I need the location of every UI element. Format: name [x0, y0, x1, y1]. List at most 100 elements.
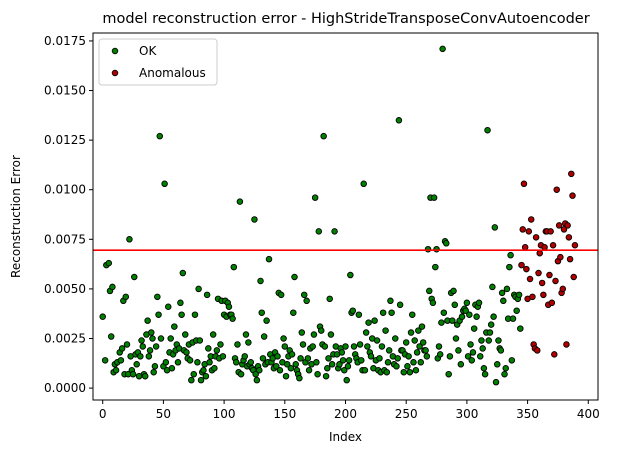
data-point — [326, 295, 333, 303]
data-point — [452, 335, 460, 342]
data-point — [424, 245, 432, 253]
data-point — [417, 359, 425, 366]
data-point — [314, 370, 321, 378]
data-point — [410, 359, 417, 366]
data-point — [237, 370, 245, 378]
data-point — [298, 329, 306, 336]
data-point — [478, 337, 485, 344]
data-point — [497, 347, 505, 354]
data-point — [418, 323, 426, 330]
data-point — [133, 361, 140, 368]
data-point — [299, 341, 307, 348]
data-point — [384, 359, 392, 366]
data-point — [486, 329, 494, 336]
data-point — [438, 319, 445, 326]
data-point — [196, 337, 204, 344]
data-point — [521, 243, 529, 251]
data-point — [379, 309, 387, 316]
data-point — [407, 329, 415, 336]
data-point — [156, 132, 164, 140]
series-anomalous — [518, 170, 579, 358]
data-point — [392, 335, 399, 342]
data-point — [458, 313, 466, 320]
data-point — [413, 349, 421, 356]
data-point — [317, 327, 325, 334]
x-tick-label: 400 — [577, 407, 600, 421]
data-point — [219, 353, 227, 360]
data-point — [178, 311, 185, 318]
data-point — [568, 170, 575, 178]
data-point — [211, 365, 218, 372]
data-point — [213, 347, 221, 354]
data-point — [117, 357, 125, 364]
data-point — [423, 353, 431, 360]
data-point — [183, 349, 190, 356]
legend-marker-ok — [111, 47, 119, 55]
data-point — [382, 327, 389, 334]
data-point — [475, 299, 483, 307]
data-point — [525, 228, 533, 235]
data-point — [360, 180, 367, 188]
data-point — [387, 297, 394, 305]
data-point — [367, 353, 375, 360]
data-point — [570, 273, 577, 281]
data-point — [280, 335, 287, 342]
data-point — [529, 293, 536, 301]
y-tick-label: 0.0150 — [44, 84, 86, 98]
data-point — [313, 359, 320, 366]
data-point — [325, 355, 332, 362]
data-point — [551, 351, 558, 358]
data-point — [388, 309, 395, 316]
data-point — [274, 353, 281, 360]
data-point — [139, 343, 147, 350]
data-point — [101, 357, 109, 364]
y-axis-label: Reconstruction Error — [9, 155, 23, 278]
data-point — [540, 291, 547, 299]
data-point — [296, 374, 303, 382]
data-point — [557, 253, 564, 261]
data-point — [122, 293, 130, 301]
data-point — [339, 357, 347, 364]
data-point — [446, 353, 454, 360]
data-point — [304, 355, 312, 362]
legend-label-ok: OK — [139, 44, 157, 58]
data-point — [536, 249, 543, 257]
data-point — [430, 194, 438, 201]
data-point — [206, 359, 213, 366]
data-point — [356, 341, 364, 348]
data-point — [179, 269, 187, 277]
data-point — [500, 297, 507, 305]
legend-box — [98, 38, 218, 86]
data-point — [145, 353, 153, 360]
x-tick-label: 100 — [213, 407, 236, 421]
data-point — [491, 224, 499, 231]
data-point — [555, 222, 563, 229]
data-point — [347, 271, 354, 279]
data-point — [506, 263, 513, 271]
data-point — [112, 366, 120, 374]
data-point — [394, 355, 401, 362]
data-point — [547, 228, 554, 235]
data-point — [350, 343, 358, 350]
data-point — [383, 368, 391, 376]
x-tick-label: 0 — [99, 407, 107, 421]
data-point — [309, 343, 316, 350]
data-point — [343, 376, 350, 384]
data-point — [251, 216, 258, 223]
data-point — [549, 242, 557, 249]
data-point — [534, 347, 541, 354]
data-point — [429, 299, 437, 307]
data-point — [358, 357, 365, 364]
data-point — [141, 372, 149, 380]
data-point — [149, 335, 156, 342]
data-point — [492, 378, 500, 386]
data-point — [463, 299, 471, 307]
data-point — [283, 361, 291, 368]
data-point — [148, 329, 155, 336]
data-point — [487, 321, 495, 328]
data-point — [144, 317, 151, 324]
data-point — [400, 368, 408, 376]
data-point — [409, 311, 416, 318]
data-point — [412, 366, 420, 374]
data-point — [378, 343, 386, 350]
